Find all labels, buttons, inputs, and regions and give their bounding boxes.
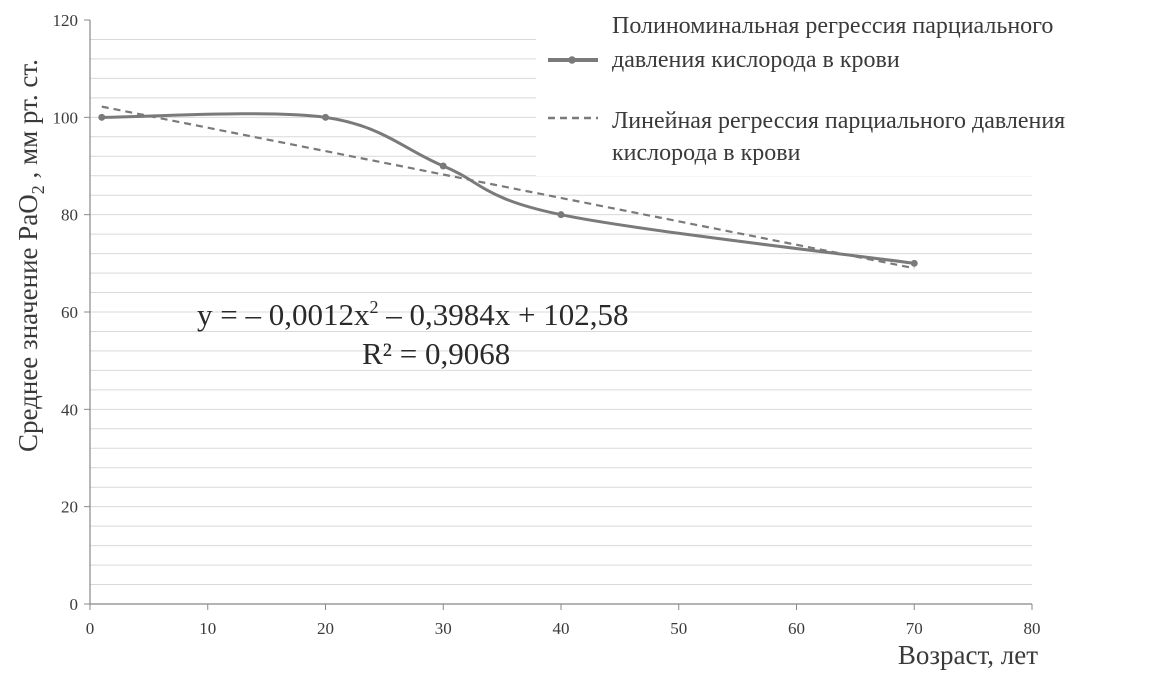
legend-linear-label-line1: Линейная регрессия парциального давления xyxy=(612,108,1065,134)
y-tick-label: 100 xyxy=(53,108,79,127)
polynomial-data-point xyxy=(910,259,918,267)
polynomial-regression-line xyxy=(101,112,915,265)
y-tick-label: 60 xyxy=(61,303,78,322)
x-tick-label: 40 xyxy=(553,619,570,638)
equation-part-2: – 0,3984x + 102,58 xyxy=(378,297,628,332)
equation-part-1: y = – 0,0012x xyxy=(197,297,370,332)
x-tick-label: 0 xyxy=(86,619,95,638)
legend-poly-marker xyxy=(568,56,576,64)
x-tick-label: 30 xyxy=(435,619,452,638)
y-tick-label: 40 xyxy=(61,400,78,419)
legend-poly-label-line1: Полиноминальная регрессия парциального xyxy=(612,13,1053,39)
equation-exponent: 2 xyxy=(369,297,378,317)
legend: Полиноминальная регрессия парциального д… xyxy=(536,4,1065,176)
polynomial-data-point xyxy=(557,211,565,219)
linear-regression-line xyxy=(101,105,915,270)
polynomial-data-point xyxy=(98,113,106,121)
polynomial-data-point xyxy=(322,113,329,121)
legend-background xyxy=(536,4,1036,176)
y-tick-label: 80 xyxy=(61,206,78,225)
x-tick-label: 80 xyxy=(1024,619,1041,638)
y-tick-label: 20 xyxy=(61,498,78,517)
y-tick-label: 120 xyxy=(53,11,79,30)
x-tick-label: 50 xyxy=(670,619,687,638)
x-tick-label: 10 xyxy=(199,619,216,638)
polynomial-data-point xyxy=(439,162,447,170)
x-tick-label: 60 xyxy=(788,619,805,638)
x-tick-label: 20 xyxy=(317,619,334,638)
r-squared-annotation: R² = 0,9068 xyxy=(362,336,510,371)
y-tick-label: 0 xyxy=(70,595,79,614)
y-axis-title-main: Среднее значение PaO xyxy=(13,194,43,452)
y-axis-title-subscript: 2 xyxy=(28,185,48,194)
y-axis-title-unit: , мм рт. ст. xyxy=(13,59,43,185)
series-layer xyxy=(98,105,918,270)
y-axis-title: Среднее значение PaO2 , мм рт. ст. xyxy=(13,59,48,452)
legend-poly-label-line2: давления кислорода в крови xyxy=(612,47,900,73)
legend-linear-label-line2: кислорода в крови xyxy=(612,140,801,166)
x-tick-label: 70 xyxy=(906,619,923,638)
equation-annotation: y = – 0,0012x2 – 0,3984x + 102,58 xyxy=(197,297,628,332)
tick-layer: 0 20 40 60 80 100 120 0 10 20 30 40 50 60 70 80 xyxy=(53,11,1041,638)
x-axis-title: Возраст, лет xyxy=(898,640,1038,670)
